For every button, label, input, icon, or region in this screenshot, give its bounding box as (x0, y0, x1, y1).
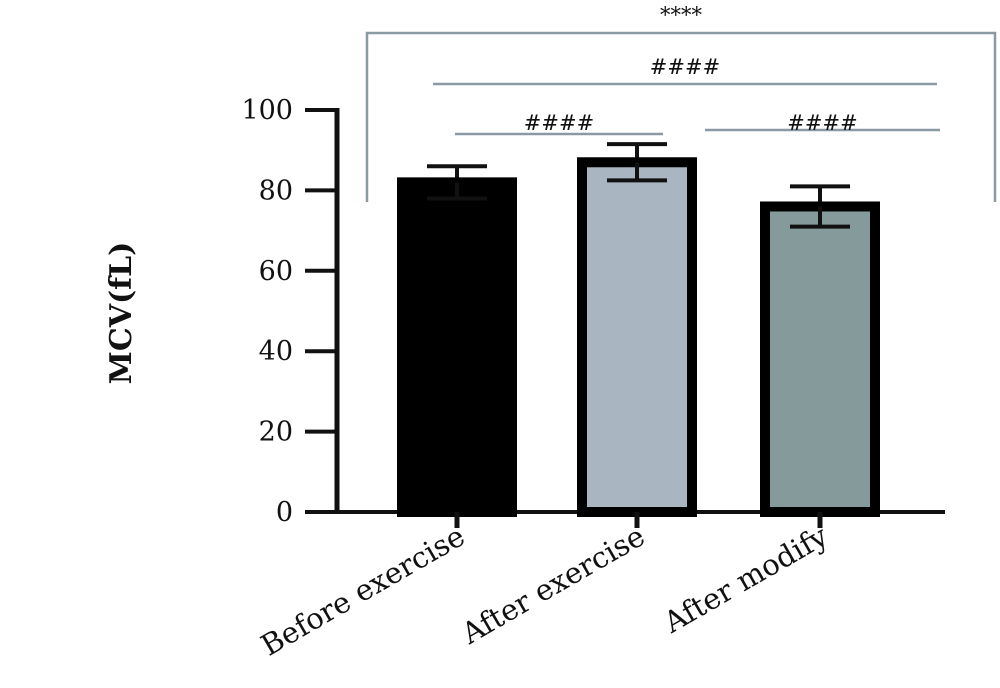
y-tick-label: 40 (259, 336, 293, 367)
significance-label: #### (650, 55, 720, 79)
bar (577, 157, 697, 517)
significance-label: **** (660, 3, 703, 27)
significance-bracket (365, 31, 997, 202)
bar (760, 201, 880, 517)
x-category-label: After exercise (455, 519, 651, 652)
y-axis-label: MCV(fL) (104, 242, 139, 385)
x-category-label: Before exercise (255, 519, 470, 663)
y-tick-label: 60 (259, 256, 293, 287)
significance-label: #### (787, 111, 857, 135)
y-tick-label: 0 (276, 497, 293, 528)
bar (397, 177, 517, 518)
x-category-label: After modify (657, 518, 834, 640)
y-tick-label: 100 (241, 95, 293, 126)
significance-label: #### (524, 111, 594, 135)
y-tick-label: 20 (259, 417, 293, 448)
y-tick-label: 80 (259, 175, 293, 206)
